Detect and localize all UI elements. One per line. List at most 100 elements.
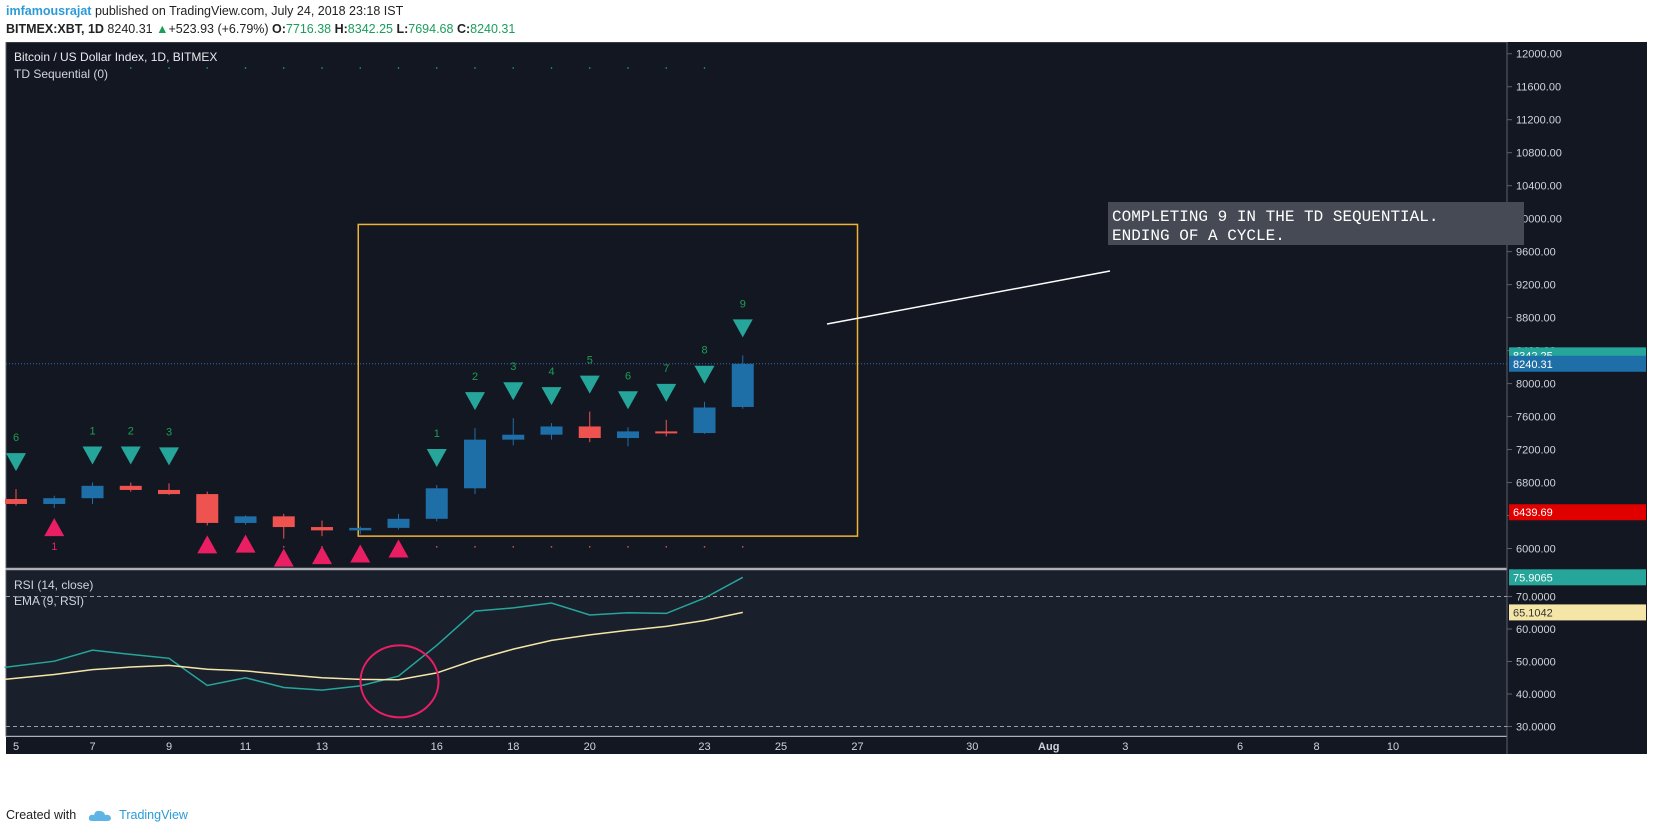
- td-sell-arrow: [579, 375, 600, 394]
- td-dot: [665, 67, 668, 69]
- time-tick-label: 13: [316, 741, 328, 753]
- time-tick-label: 25: [775, 741, 787, 753]
- candle-body[interactable]: [119, 485, 142, 490]
- author-link[interactable]: imfamousrajat: [6, 4, 92, 18]
- rsi-pane[interactable]: [5, 569, 1508, 737]
- td-sell-arrow: [159, 447, 179, 466]
- candle-body[interactable]: [655, 431, 678, 434]
- time-tick-label: 7: [89, 741, 95, 753]
- td-sell-arrow: [82, 446, 103, 465]
- td-count-label: 6: [625, 370, 631, 382]
- price-pane[interactable]: [5, 42, 1508, 569]
- last-price: 8240.31: [107, 22, 153, 36]
- td-count-label: 4: [548, 366, 554, 378]
- td-dot: [703, 67, 706, 69]
- price-axis[interactable]: [1507, 42, 1647, 754]
- td-buy-arrow: [44, 518, 65, 537]
- td-dot: [627, 67, 629, 69]
- rsi-tick-label: 40.0000: [1516, 689, 1556, 701]
- candle-body[interactable]: [272, 516, 295, 528]
- time-tick-label: 23: [698, 741, 710, 753]
- indicator-label: TD Sequential (0): [14, 67, 108, 81]
- candle-body[interactable]: [234, 516, 257, 523]
- rsi-line: [4, 576, 744, 691]
- td-count-label: 1: [51, 541, 57, 553]
- time-axis[interactable]: [6, 737, 1507, 754]
- high-value: 8342.25: [347, 22, 393, 36]
- open-value: 7716.38: [285, 22, 332, 36]
- time-tick-label: 30: [966, 741, 978, 753]
- candle-body[interactable]: [311, 527, 333, 531]
- candle-body[interactable]: [693, 407, 716, 434]
- tradingview-cloud-icon: [88, 810, 111, 821]
- price-change: +523.93 (+6.79%): [168, 22, 269, 36]
- time-tick-label: 16: [431, 741, 443, 753]
- candle-body[interactable]: [540, 426, 563, 435]
- rsi-axis-badge: [1509, 569, 1646, 586]
- td-dot: [474, 67, 476, 69]
- candle-body[interactable]: [43, 498, 66, 504]
- annotation-connector: [826, 270, 1111, 325]
- price-tick-label: 7600.00: [1516, 412, 1556, 424]
- td-buy-arrow: [388, 539, 409, 558]
- price-tick-label: 9200.00: [1516, 280, 1556, 292]
- td-dot: [512, 546, 515, 548]
- time-tick-label: 6: [1237, 741, 1243, 753]
- ohlc-line: BITMEX:XBT, 1D 8240.31 ▲+523.93 (+6.79%)…: [6, 22, 515, 36]
- time-tick-label: 27: [851, 741, 863, 753]
- candle-body[interactable]: [158, 489, 180, 495]
- high-label: H:: [334, 22, 348, 36]
- td-sell-arrow: [541, 387, 562, 406]
- td-buy-arrow: [235, 534, 256, 553]
- symbol-label: BITMEX:XBT, 1D: [6, 22, 104, 36]
- close-value: 8240.31: [470, 22, 516, 36]
- price-tick-label: 6000.00: [1516, 544, 1556, 556]
- candle-body[interactable]: [464, 439, 486, 489]
- candle-body[interactable]: [502, 434, 525, 440]
- td-count-label: 9: [740, 298, 746, 310]
- candle-body[interactable]: [196, 494, 219, 523]
- td-dot: [627, 546, 629, 548]
- annotation-text: COMPLETING 9 IN THE TD SEQUENTIAL.: [1112, 208, 1438, 226]
- annotation-callout[interactable]: [1108, 202, 1524, 245]
- td-count-label: 6: [13, 432, 19, 444]
- low-label: L:: [396, 22, 409, 36]
- rsi-tick-label: 60.0000: [1516, 624, 1556, 636]
- candle-body[interactable]: [81, 485, 104, 499]
- time-tick-label: 10: [1387, 741, 1399, 753]
- candle-body[interactable]: [731, 363, 754, 407]
- td-dot: [129, 67, 132, 69]
- low-value: 7694.68: [408, 22, 454, 36]
- td-dot: [512, 67, 515, 69]
- annotation-box[interactable]: [357, 223, 859, 537]
- rsi-tick-label: 50.0000: [1516, 657, 1556, 669]
- rsi-axis-badge-text: 65.1042: [1513, 607, 1553, 619]
- td-dot: [397, 67, 400, 69]
- trading-chart[interactable]: 6000.006400.006800.007200.007600.008000.…: [0, 42, 1653, 797]
- rsi-highlight-circle[interactable]: [359, 644, 440, 719]
- candle-body[interactable]: [617, 431, 639, 439]
- candle-body[interactable]: [425, 488, 448, 519]
- price-tick-label: 10400.00: [1516, 181, 1562, 193]
- ema-line: [4, 611, 743, 681]
- td-sell-arrow: [656, 383, 677, 402]
- td-dot: [359, 67, 362, 69]
- td-dot: [282, 67, 285, 69]
- tradingview-link[interactable]: TradingView: [119, 808, 188, 822]
- td-dot: [244, 67, 247, 69]
- td-sell-arrow: [6, 453, 26, 472]
- td-dot: [665, 546, 668, 548]
- price-tick-label: 10800.00: [1516, 148, 1562, 160]
- candle-body[interactable]: [5, 499, 27, 504]
- rsi-tick-label: 70.0000: [1516, 592, 1556, 604]
- td-dot: [741, 546, 744, 548]
- time-tick-label: 3: [1122, 741, 1128, 753]
- candle-body[interactable]: [578, 426, 601, 439]
- td-dot: [550, 67, 553, 69]
- td-buy-arrow: [350, 544, 371, 563]
- candle-body[interactable]: [387, 518, 410, 528]
- td-count-label: 5: [587, 355, 593, 367]
- td-count-label: 2: [472, 371, 478, 383]
- candle-body[interactable]: [349, 527, 372, 531]
- td-dot: [168, 67, 170, 69]
